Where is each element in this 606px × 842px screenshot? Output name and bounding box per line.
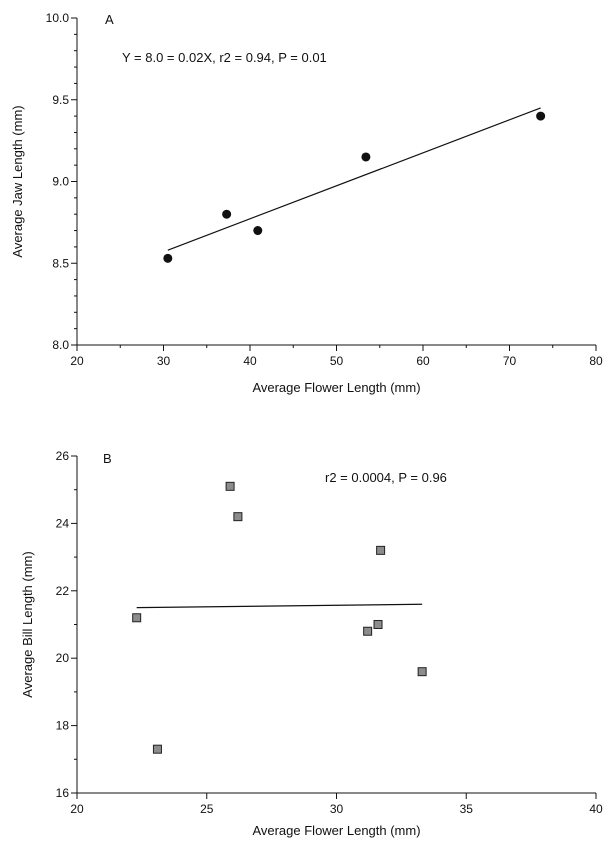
panel-a-chart: 20 30 40 50 60 70 80 8.0 8.5 9.0 9.5 10.0 A Y = 8.0 =… [10,11,603,395]
panel-a-x-tick-label: 30 [157,354,171,368]
panel-a-data-point [253,226,263,236]
panel-b-data-point [417,667,427,677]
panel-a-x-tick-label: 80 [589,354,603,368]
panel-a-panel-label: A [105,12,114,27]
panel-a-data-point [536,111,546,121]
panel-b-x-tick-label: 20 [70,802,84,816]
panel-b-y-tick-label: 26 [56,449,70,463]
panel-a-y-tick-label: 9.0 [52,175,69,189]
panel-a-data-point [222,209,232,219]
panel-a-data-point [361,152,371,162]
panel-a-data-point [163,253,173,263]
panel-a-x-axis-title: Average Flower Length (mm) [252,380,420,395]
panel-b-y-tick-label: 22 [56,584,70,598]
panel-b-annotation: r2 = 0.0004, P = 0.96 [325,470,447,485]
panel-b-data-point [373,620,383,629]
panel-a-y-tick-label: 9.5 [52,93,69,107]
panel-a-x-tick-label: 20 [70,354,84,368]
panel-b-x-axis-title: Average Flower Length (mm) [252,823,420,838]
panel-b-fit-line [136,603,423,609]
panel-a-x-tick-label: 40 [243,354,257,368]
panel-a-y-tick-label: 8.0 [52,338,69,352]
panel-a-x-tick-label: 60 [416,354,430,368]
panel-a-y-tick-label: 10.0 [46,11,70,25]
panel-b-y-tick-label: 20 [56,651,70,665]
panel-b-chart: 20 25 30 35 40 16 18 20 22 24 26 Br2 = 0.0004, P = … [20,449,603,838]
panel-b-y-tick-label: 16 [56,786,70,800]
panel-b-y-tick-label: 18 [56,719,70,733]
panel-a-x-tick-label: 50 [330,354,344,368]
panel-b-data-point [152,744,162,754]
panel-a-fit-line [167,107,541,251]
panel-b-x-tick-label: 30 [330,802,344,816]
panel-b-x-tick-label: 40 [589,802,603,816]
panel-b-data-point [132,613,142,623]
panel-b-panel-label: B [103,451,112,466]
panel-a-y-tick-label: 8.5 [52,256,69,270]
panel-b-x-tick-label: 25 [200,802,214,816]
panel-b-y-tick-label: 24 [56,516,70,530]
panel-b-data-point [376,545,386,555]
panel-b-x-tick-label: 35 [460,802,474,816]
panel-b-y-axis-title: Average Bill Length (mm) [20,551,35,697]
panel-b-data-point [363,626,373,636]
panel-a-annotation: Y = 8.0 = 0.02X, r2 = 0.94, P = 0.01 [122,50,327,65]
panel-b-data-point [233,512,243,522]
panel-b-data-point [225,481,235,491]
panel-a-y-axis-title: Average Jaw Length (mm) [10,105,25,257]
panel-a-x-tick-label: 70 [503,354,517,368]
